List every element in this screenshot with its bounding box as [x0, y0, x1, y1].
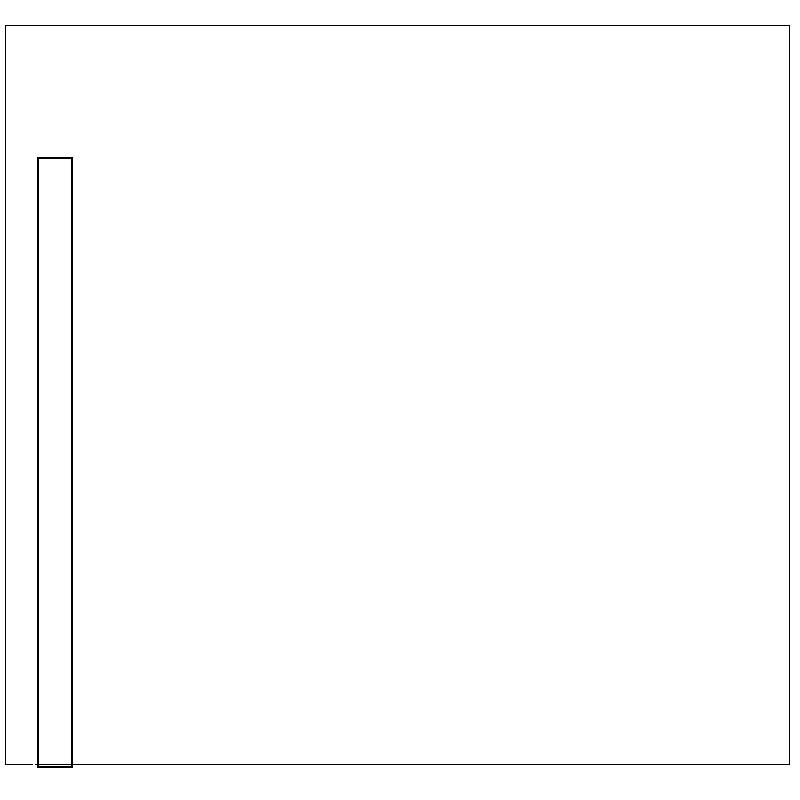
- wind-direction-arrows: [5, 25, 790, 765]
- colorbar-frame: [37, 157, 73, 768]
- axis-ticks-top: [5, 25, 790, 34]
- axis-ticks-right: [781, 25, 790, 765]
- axis-ticks-bottom: [5, 756, 790, 765]
- colorbar-outline: [33, 153, 73, 768]
- colorbar[interactable]: [33, 153, 73, 768]
- map-plot-area[interactable]: [5, 25, 790, 765]
- axis-ticks-left: [5, 25, 14, 765]
- colorbar-gradient: [39, 159, 71, 766]
